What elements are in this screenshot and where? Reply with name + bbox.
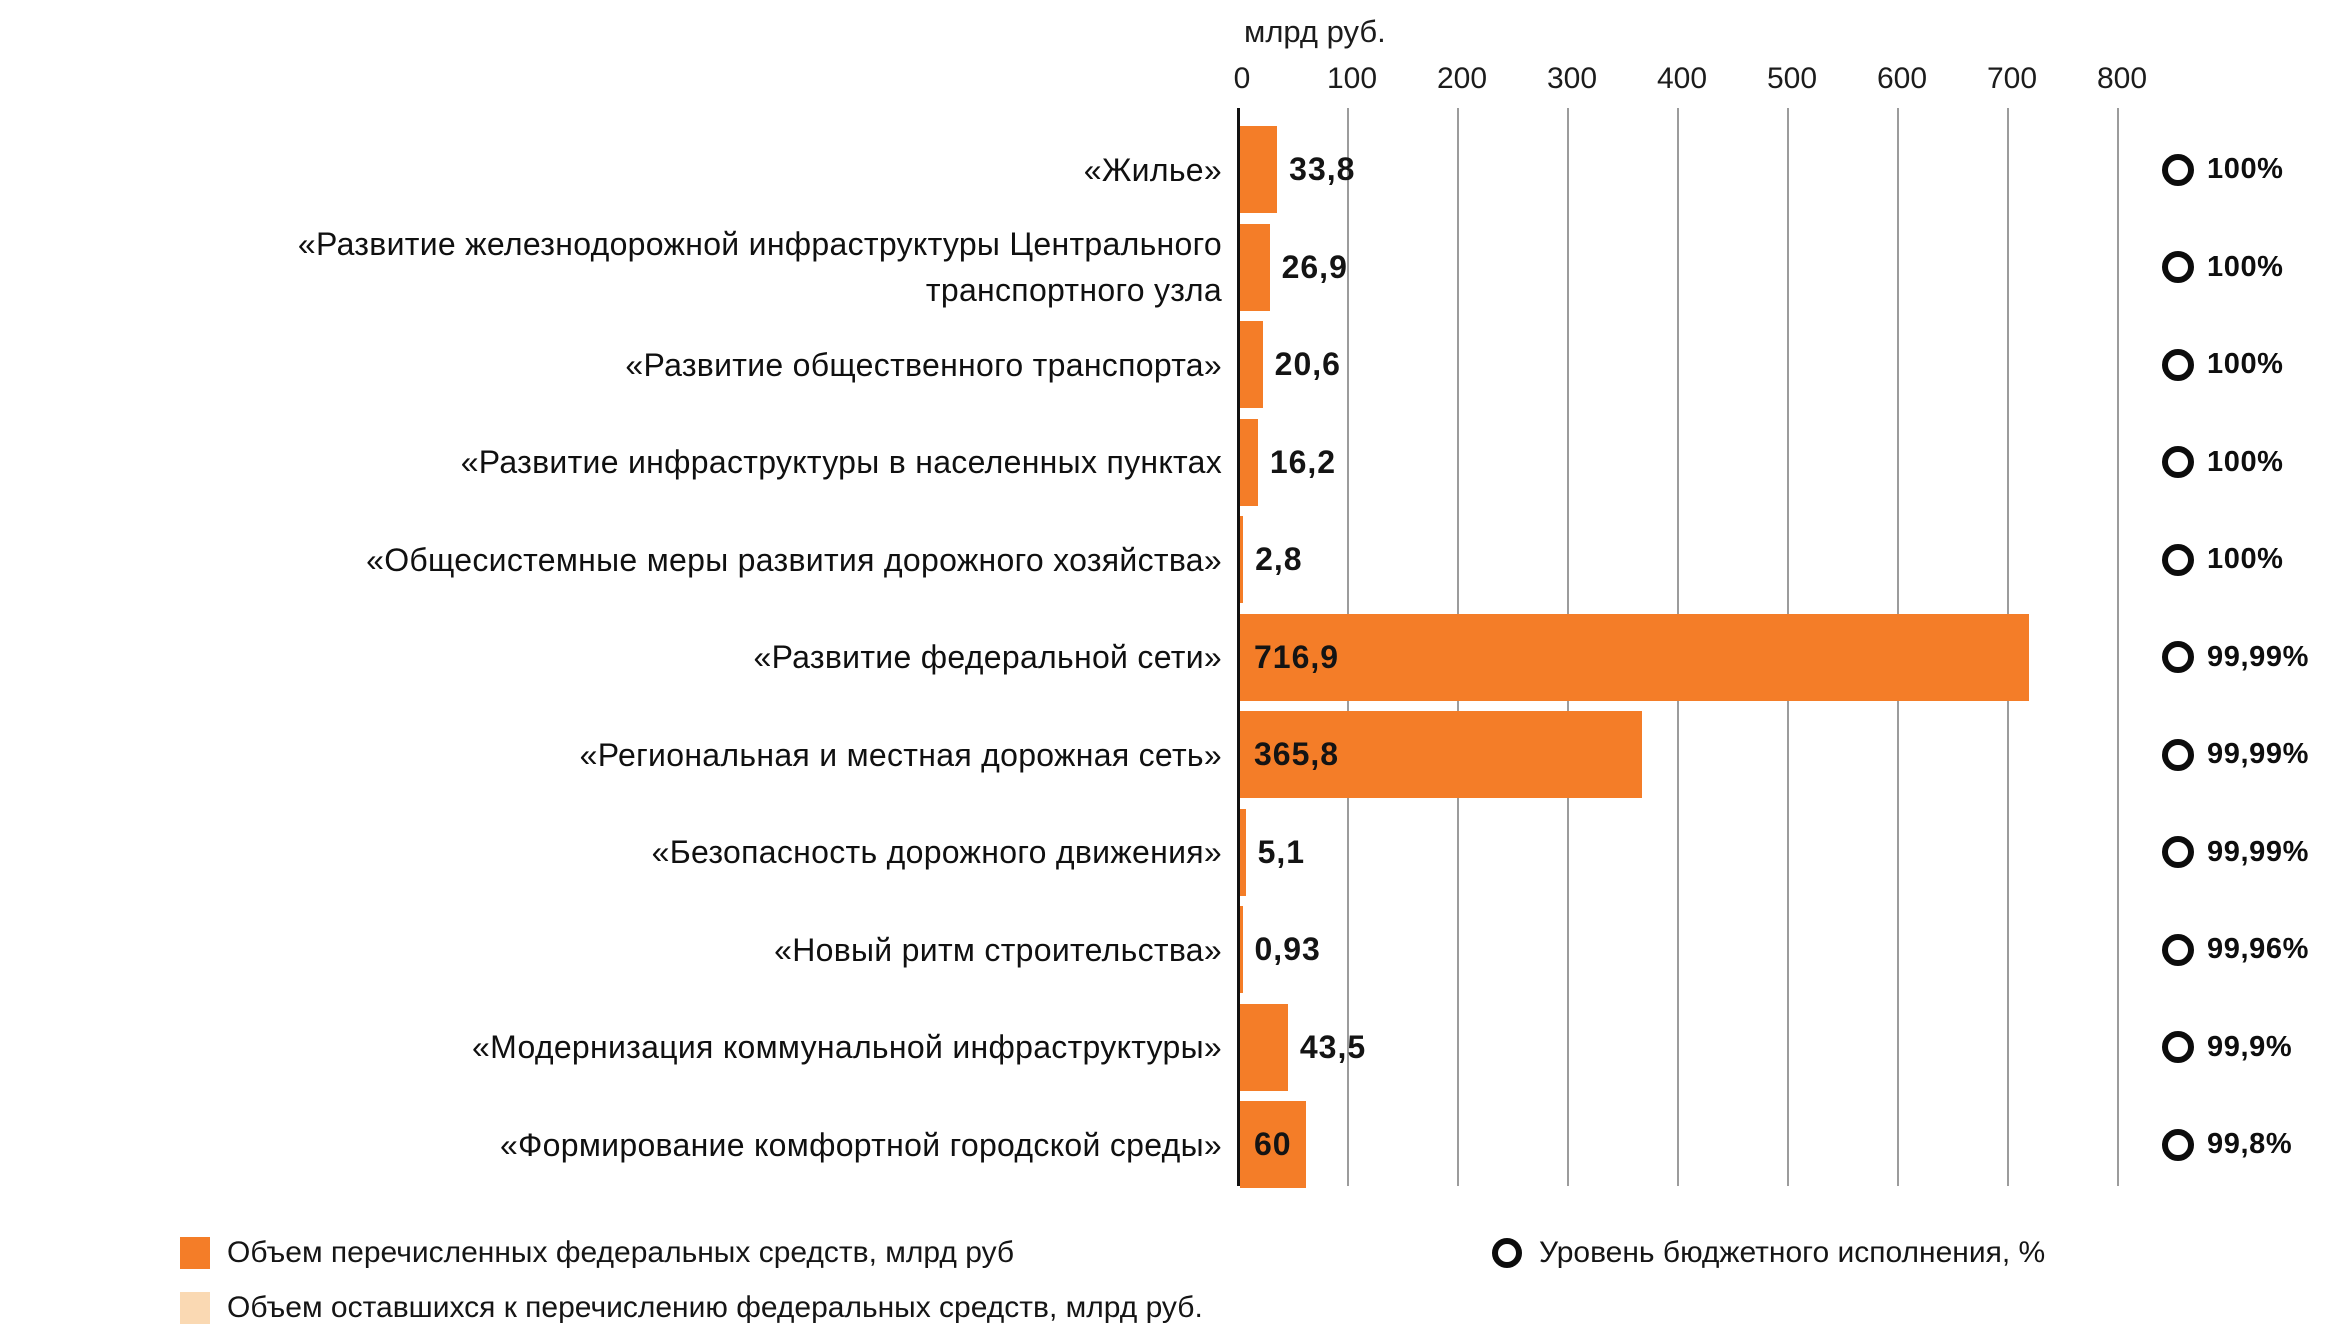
execution-level-marker: 100% [2162,511,2284,609]
chart-row: «Безопасность дорожного движения» 5,1 99,9… [0,804,2328,902]
chart-row: «Региональная и местная дорожная сеть» 36… [0,706,2328,804]
execution-level-marker: 100% [2162,121,2284,219]
category-label: «Развитие железнодорожной инфраструктуры… [297,225,1222,309]
category-label: «Развитие федеральной сети» [753,639,1222,676]
bar-value-label: 2,8 [1255,541,1303,578]
x-axis-tick-label: 600 [1876,62,1928,95]
category-label: «Жилье» [1083,151,1222,188]
legend-label: Объем оставшихся к перечислению федераль… [227,1291,1203,1324]
legend-square-icon [180,1292,210,1324]
execution-level-marker: 100% [2162,219,2284,317]
execution-level-marker: 99,99% [2162,706,2309,804]
bar-transferred-funds [1240,516,1244,603]
gridline [2117,108,2119,1186]
execution-level-marker: 99,99% [2162,804,2309,902]
bar-transferred-funds [1240,126,1278,213]
bar-transferred-funds [1240,711,1643,798]
percent-label: 99,8% [2207,1128,2293,1161]
legend-label: Объем перечисленных федеральных средств,… [227,1236,1015,1269]
bar-value-label: 716,9 [1254,638,1340,675]
bar-transferred-funds [1240,1101,1306,1188]
execution-level-marker: 99,8% [2162,1096,2292,1194]
bar-transferred-funds [1240,418,1258,506]
percent-label: 100% [2207,153,2284,186]
category-label: «Модернизация коммунальной инфраструктур… [472,1029,1222,1066]
circle-marker-icon [2162,153,2194,186]
circle-marker-icon [2162,251,2194,284]
percent-label: 100% [2207,250,2284,283]
bar-value-label: 43,5 [1299,1028,1367,1065]
legend-ring-icon [1492,1238,1522,1268]
chart-row: «Развитие железнодорожной инфраструктуры… [0,219,2328,317]
y-axis-line [1237,108,1240,1186]
circle-marker-icon [2162,641,2194,674]
bar-transferred-funds [1240,613,2029,701]
execution-level-marker: 99,96% [2162,901,2309,999]
chart-row: «Развитие инфраструктуры в населенных пу… [0,414,2328,512]
chart-row: «Развитие общественного транспорта» 20,6 1… [0,316,2328,414]
category-label: «Формирование комфортной городской среды… [499,1126,1222,1163]
bar-transferred-funds [1240,1003,1288,1091]
bar-value-label: 20,6 [1274,346,1341,383]
execution-level-marker: 100% [2162,316,2284,414]
chart-row: «Развитие федеральной сети» 716,9 99,99% [0,609,2328,707]
chart-row: «Модернизация коммунальной инфраструктур… [0,999,2328,1097]
execution-level-marker: 99,9% [2162,999,2292,1097]
category-label: «Безопасность дорожного движения» [651,834,1222,871]
bar-value-label: 16,2 [1269,443,1337,480]
bar-value-label: 26,9 [1281,248,1348,285]
x-axis-tick-label: 0 [1233,62,1251,95]
category-label: «Развитие инфраструктуры в населенных пу… [460,444,1222,481]
percent-label: 100% [2207,445,2284,478]
category-label: «Развитие общественного транспорта» [625,346,1222,383]
bar-value-label: 365,8 [1254,736,1340,773]
legend-square-icon [180,1237,210,1269]
x-axis-tick-label: 500 [1766,62,1818,95]
bar-value-label: 5,1 [1257,833,1306,870]
x-axis-tick-label: 800 [2096,62,2148,95]
circle-marker-icon [2162,348,2194,381]
percent-label: 99,99% [2207,738,2309,771]
execution-level-marker: 99,99% [2162,609,2309,707]
circle-marker-icon [2162,836,2194,869]
bar-value-label: 33,8 [1289,151,1356,188]
x-axis-tick-label: 200 [1436,62,1488,95]
percent-label: 99,99% [2207,835,2309,868]
execution-level-marker: 100% [2162,414,2284,512]
legend-item-transferred-funds: Объем перечисленных федеральных средств,… [180,1236,1014,1270]
bar-transferred-funds [1240,321,1263,408]
category-label: «Общесистемные меры развития дорожного х… [366,541,1222,578]
bar-transferred-funds [1240,808,1246,896]
bar-value-label: 60 [1254,1126,1292,1163]
percent-label: 99,96% [2207,933,2309,966]
bar-transferred-funds [1240,906,1243,993]
bar-value-label: 0,93 [1254,931,1321,968]
legend-item-execution-level: Уровень бюджетного исполнения, % [1492,1236,2045,1270]
circle-marker-icon [2162,1031,2194,1064]
x-axis-tick-label: 300 [1546,62,1598,95]
x-axis-tick-label: 100 [1326,62,1378,95]
bar-transferred-funds [1240,223,1270,311]
circle-marker-icon [2162,446,2194,479]
percent-label: 100% [2207,348,2284,381]
circle-marker-icon [2162,1128,2194,1161]
chart-row: «Формирование комфортной городской среды… [0,1096,2328,1194]
axis-unit-label: млрд руб. [1244,14,1386,49]
circle-marker-icon [2162,933,2194,966]
circle-marker-icon [2162,543,2194,576]
category-label: «Региональная и местная дорожная сеть» [579,736,1222,773]
percent-label: 99,9% [2207,1030,2293,1063]
percent-label: 99,99% [2207,640,2309,673]
chart-row: «Жилье» 33,8 100% [0,121,2328,219]
category-label: «Новый ритм строительства» [774,931,1222,968]
percent-label: 100% [2207,543,2284,576]
chart-row: «Общесистемные меры развития дорожного х… [0,511,2328,609]
chart-row: «Новый ритм строительства» 0,93 99,96% [0,901,2328,999]
legend-label: Уровень бюджетного исполнения, % [1539,1236,2046,1269]
x-axis-tick-label: 400 [1656,62,1708,95]
x-axis-tick-label: 700 [1986,62,2038,95]
circle-marker-icon [2162,738,2194,771]
legend-item-remaining-funds: Объем оставшихся к перечислению федераль… [180,1291,1203,1325]
